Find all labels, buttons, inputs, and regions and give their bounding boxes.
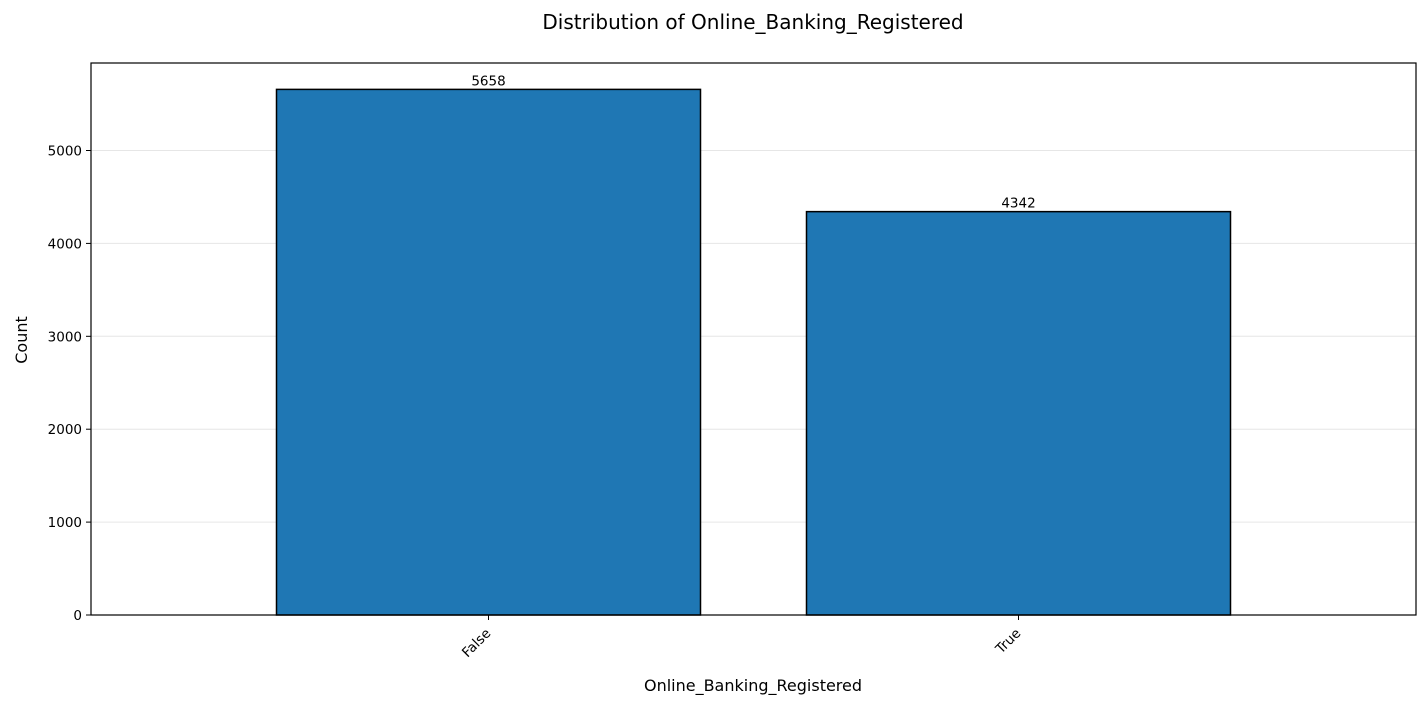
y-tick-label: 4000 (48, 236, 82, 252)
bar-false (275, 88, 702, 616)
data-label-true: 4342 (1001, 196, 1035, 212)
bar-true (805, 210, 1232, 616)
x-tick-label-false: False (459, 626, 494, 661)
y-tick-label: 2000 (48, 422, 82, 438)
bars (275, 88, 1232, 616)
data-labels: 5658 4342 (471, 73, 1035, 211)
x-axis-ticks: False True (459, 615, 1024, 661)
y-tick-label: 0 (73, 608, 82, 624)
y-axis-label: Count (12, 316, 31, 364)
chart-title: Distribution of Online_Banking_Registere… (542, 10, 963, 34)
y-tick-label: 5000 (48, 144, 82, 160)
x-axis-label: Online_Banking_Registered (644, 676, 862, 696)
plot-frame (90, 62, 1417, 616)
x-tick-label-true: True (992, 626, 1024, 658)
y-tick-label: 1000 (48, 515, 82, 531)
y-axis-ticks: 0 1000 2000 3000 4000 5000 (48, 144, 91, 624)
y-tick-label: 3000 (48, 329, 82, 345)
data-label-false: 5658 (471, 73, 505, 89)
